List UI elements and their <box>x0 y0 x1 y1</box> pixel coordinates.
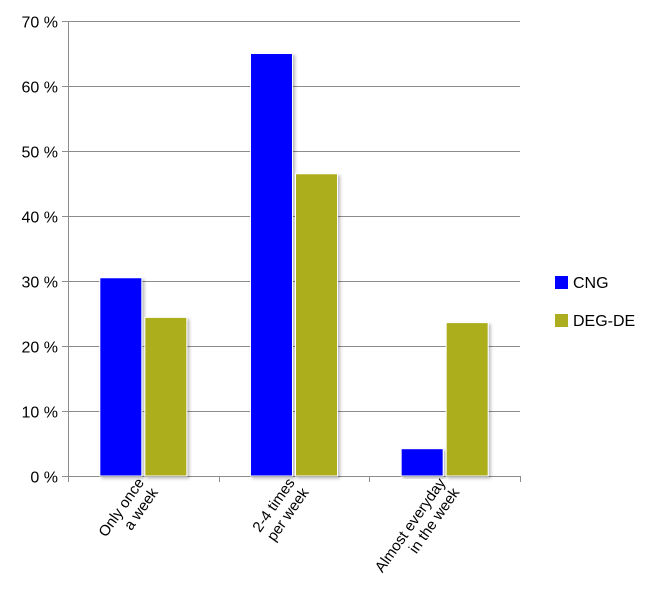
legend-swatch <box>555 314 568 327</box>
y-tick-label: 10 % <box>22 405 58 422</box>
bar-cng <box>99 277 143 477</box>
legend-label: DEG-DE <box>573 313 635 330</box>
y-tick-label: 0 % <box>30 470 58 487</box>
legend: CNG DEG-DE <box>555 275 635 330</box>
y-tick-label: 30 % <box>22 275 58 292</box>
y-tick-label: 70 % <box>22 15 58 32</box>
bar-deg-de <box>445 322 489 477</box>
gridlines <box>68 21 520 412</box>
bar-cng <box>400 448 444 477</box>
bar-cng <box>250 53 293 477</box>
legend-swatch <box>555 276 568 289</box>
legend-label: CNG <box>573 275 609 292</box>
bar-deg-de <box>144 316 188 477</box>
y-tick-label: 50 % <box>22 145 58 162</box>
y-tick-label: 40 % <box>22 210 58 227</box>
bars <box>99 53 489 477</box>
axes: 0 % 10 % 20 % 30 % 40 % 50 % 60 % 70 % <box>22 15 521 487</box>
bar-deg-de <box>295 173 338 477</box>
y-tick-label: 20 % <box>22 340 58 357</box>
y-tick-label: 60 % <box>22 80 58 97</box>
